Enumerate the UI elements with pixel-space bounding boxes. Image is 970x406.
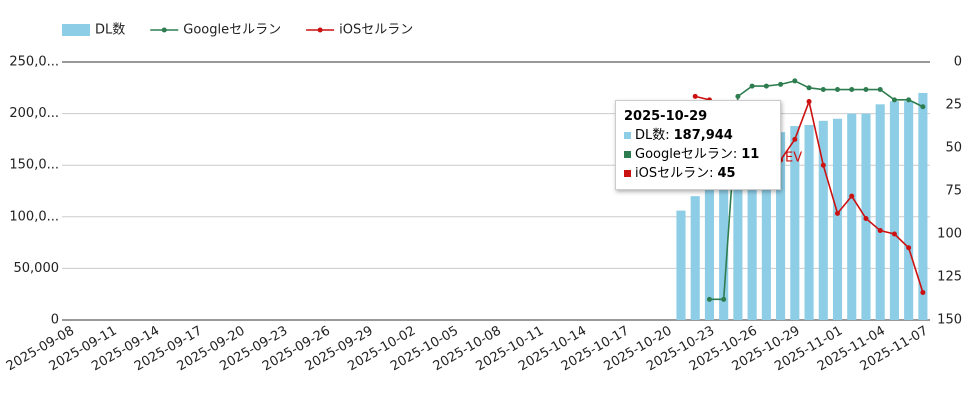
point (906, 97, 912, 103)
bar (889, 101, 899, 320)
tooltip-value: 11 (741, 147, 760, 162)
point (835, 87, 841, 93)
bar (847, 113, 857, 320)
bar (790, 126, 800, 320)
point (849, 193, 855, 199)
point (849, 87, 855, 93)
y-tick-label: 250,0... (9, 55, 59, 70)
tooltip-row: DL数: 187,944 (624, 126, 772, 145)
legend-swatch (62, 24, 90, 36)
tooltip-row: iOSセルラン: 45 (624, 164, 772, 183)
bar (918, 92, 928, 321)
y-tick-label: 50,000 (14, 261, 60, 276)
point (792, 78, 798, 84)
point (820, 87, 826, 93)
bar (676, 210, 686, 320)
tooltip-swatch (624, 151, 631, 158)
bar (904, 101, 914, 320)
point (877, 87, 883, 93)
bar (832, 118, 843, 320)
y-tick-label: 100,0... (9, 209, 59, 224)
point (863, 216, 869, 222)
point (721, 296, 727, 302)
legend-swatch (317, 27, 323, 33)
legend-label: Googleセルラン (183, 23, 281, 38)
point (806, 85, 812, 91)
tooltip-row: Googleセルラン: 11 (624, 145, 772, 164)
y-tick-label: 0 (51, 313, 59, 328)
tooltip-title: 2025-10-29 (624, 109, 708, 124)
point (863, 87, 869, 93)
bar (776, 132, 786, 320)
tooltip-label: DL数: (635, 128, 670, 143)
legend-label: DL数 (95, 23, 125, 38)
tooltip-swatch (624, 132, 631, 139)
point (792, 136, 798, 142)
y2-tick-label: 0 (954, 55, 962, 70)
tooltip-label: Googleセルラン: (635, 147, 738, 162)
bar (875, 104, 885, 320)
point (706, 296, 712, 302)
y2-tick-label: 75 (945, 184, 962, 199)
y-tick-label: 200,0... (9, 106, 59, 121)
tooltip-label: iOSセルラン: (635, 166, 714, 181)
point (749, 83, 755, 89)
bar (804, 124, 814, 321)
tooltip-value: 187,944 (673, 128, 733, 143)
tooltip-value: 45 (717, 166, 736, 181)
point (735, 93, 741, 99)
point (891, 231, 897, 237)
point (835, 210, 841, 216)
point (820, 162, 826, 168)
bar (747, 154, 757, 320)
y2-tick-label: 50 (945, 141, 962, 156)
point (920, 104, 926, 110)
point (920, 289, 926, 295)
bar (719, 175, 729, 320)
bar (690, 196, 700, 320)
bar (818, 120, 828, 320)
tooltip-swatch (624, 170, 631, 177)
line (709, 80, 924, 301)
point (891, 97, 897, 103)
bar (761, 144, 771, 320)
point (778, 81, 784, 87)
point (692, 93, 698, 99)
point (806, 99, 812, 105)
point (906, 245, 912, 251)
y2-tick-label: 100 (937, 227, 962, 242)
y-tick-label: 150,0... (9, 158, 59, 173)
y2-tick-label: 125 (937, 270, 962, 285)
legend-swatch (161, 27, 167, 33)
bar (704, 185, 714, 320)
point (877, 228, 883, 234)
y2-tick-label: 25 (945, 98, 962, 113)
point (763, 83, 769, 89)
tooltip: 2025-10-29 DL数: 187,944 Googleセルラン: 11 iOSセル… (615, 100, 781, 190)
legend-label: iOSセルラン (339, 23, 413, 38)
bar (733, 165, 743, 320)
y2-tick-label: 150 (937, 313, 962, 328)
annotation: EV (785, 151, 802, 166)
